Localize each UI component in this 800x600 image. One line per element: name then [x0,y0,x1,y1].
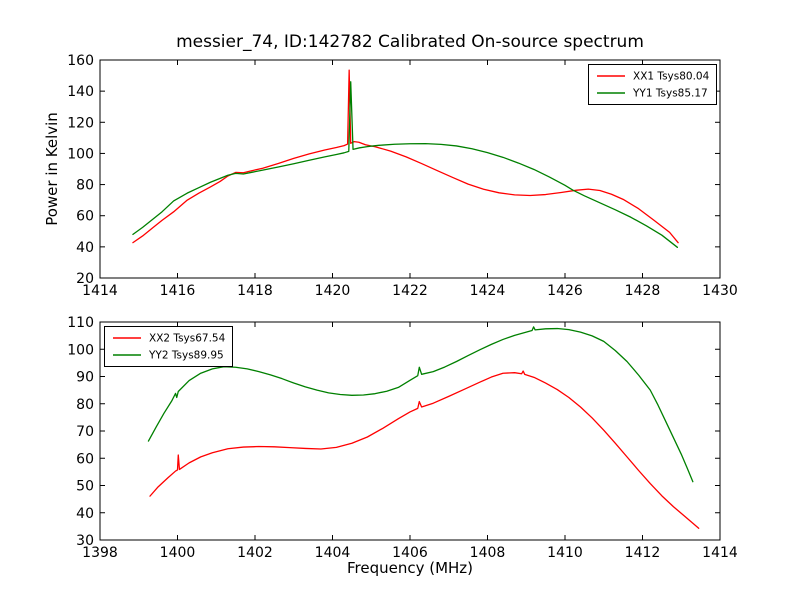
subplot-1: 1414 1416 1418 1420 1422 1424 1426 1428 1430 20 40… [67,53,738,299]
plot-title: messier_74, ID:142782 Calibrated On-sour… [176,32,644,52]
series-xx2-line [149,370,700,529]
x-tick-label: 1398 [82,545,118,561]
x-tick-label: 1418 [237,283,273,299]
x-tick-label: 1404 [315,545,351,561]
legend-box [588,64,717,105]
y-tick-label: 90 [76,370,94,386]
y-tick-label: 140 [67,84,94,100]
y-tick-label: 50 [76,479,94,495]
y-tick-label: 100 [67,146,94,162]
x-tick-label: 1422 [392,283,428,299]
legend-label: YY2 Tsys89.95 [148,350,224,362]
x-tick-label: 1406 [392,545,428,561]
y-tick-label: 70 [76,424,94,440]
series-xx1-line [132,69,679,244]
x-tick-label: 1428 [625,283,661,299]
legend-box [104,326,233,367]
x-tick-label: 1424 [470,283,506,299]
legend-label: YY1 Tsys85.17 [632,88,708,100]
x-tick-label: 1414 [82,283,118,299]
y-tick-label: 120 [67,115,94,131]
legend: XX2 Tsys67.54 YY2 Tsys89.95 [104,326,233,367]
x-tick-label: 1402 [237,545,273,561]
x-tick-label: 1410 [547,545,583,561]
x-tick-label: 1400 [160,545,196,561]
x-tick-label: 1416 [160,283,196,299]
y-tick-label: 160 [67,53,94,69]
y-tick-label: 110 [67,315,94,331]
y-tick-label: 20 [76,271,94,287]
x-tick-label: 1408 [470,545,506,561]
x-tick-label: 1426 [547,283,583,299]
y-tick-label: 80 [76,178,94,194]
x-tick-label: 1412 [625,545,661,561]
legend: XX1 Tsys80.04 YY1 Tsys85.17 [588,64,717,105]
x-axis-label: Frequency (MHz) [346,559,474,577]
series-yy2-line [147,326,694,483]
x-tick-label: 1414 [702,545,738,561]
x-tick-label: 1420 [315,283,351,299]
y-tick-label: 40 [76,506,94,522]
y-tick-label: 100 [67,342,94,358]
series-yy1-line [132,81,679,248]
legend-label: XX1 Tsys80.04 [633,71,710,83]
legend-label: XX2 Tsys67.54 [149,333,226,345]
y-tick-label: 80 [76,397,94,413]
subplot-2: 1398 1400 1402 1404 1406 1408 1410 1412 1414 30 40… [67,315,738,561]
y-tick-label: 30 [76,533,94,549]
y-tick-label: 60 [76,451,94,467]
x-tick-label: 1430 [702,283,738,299]
y-tick-label: 60 [76,209,94,225]
y-tick-label: 40 [76,240,94,256]
